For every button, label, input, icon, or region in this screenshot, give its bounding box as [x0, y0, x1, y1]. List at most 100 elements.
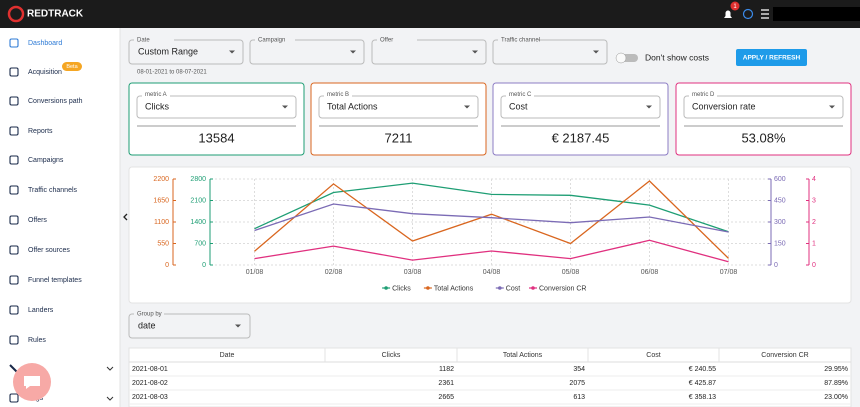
- dropdown-arrow: [593, 50, 599, 54]
- dropdown-arrow: [472, 50, 478, 54]
- nav-icon: [9, 393, 19, 403]
- dropdown-arrow: [350, 50, 356, 54]
- date-range: 08-01-2021 to 08-07-2021: [137, 70, 207, 76]
- nav-item[interactable]: Acquisition: [28, 69, 62, 76]
- expand-icon[interactable]: [106, 366, 114, 371]
- y-tick-label: 1100: [154, 219, 169, 226]
- select-box[interactable]: [128, 39, 244, 65]
- metric-label: metric D: [692, 92, 715, 98]
- nav-item[interactable]: Funnel templates: [28, 277, 82, 284]
- chart-card: [128, 166, 852, 304]
- dropdown-arrow: [282, 105, 288, 109]
- metric-select-value: Conversion rate: [692, 101, 756, 111]
- bell-icon[interactable]: [724, 10, 732, 18]
- table-cell: 2361: [438, 380, 454, 387]
- toggle-label: Don't show costs: [645, 52, 709, 62]
- label-bg: [506, 92, 534, 98]
- badge: [730, 1, 740, 11]
- metric-select[interactable]: [500, 95, 661, 119]
- table-cell: 1182: [439, 366, 454, 373]
- table-header: Total Actions: [503, 352, 543, 359]
- apply-button[interactable]: [736, 49, 807, 66]
- table: [128, 347, 852, 407]
- metric-label: metric C: [509, 92, 532, 98]
- help-icon[interactable]: [742, 8, 754, 20]
- select-box[interactable]: [249, 39, 365, 65]
- y-tick-label: 0: [202, 262, 206, 269]
- series-line: [254, 203, 729, 233]
- nav-item[interactable]: Offers: [28, 217, 47, 224]
- table-cell: 29.95%: [824, 366, 848, 373]
- label-bg: [142, 92, 170, 98]
- legend-label: Cost: [506, 285, 520, 292]
- y-tick-label: 450: [774, 197, 786, 204]
- series-line: [254, 182, 729, 233]
- metric-label: metric B: [327, 92, 349, 98]
- apply-text: APPLY / REFRESH: [743, 55, 801, 62]
- nav-item[interactable]: Traffic channels: [28, 187, 78, 194]
- groupby-label: Group by: [137, 312, 162, 318]
- table-header: Date: [220, 352, 235, 359]
- y-tick-label: 0: [812, 262, 816, 269]
- beta-text: Beta: [66, 64, 78, 70]
- y-tick-label: 1400: [190, 219, 206, 226]
- nav-icon: [9, 126, 19, 136]
- nav-item[interactable]: Dashboard: [28, 40, 62, 47]
- nav-icon: [9, 245, 19, 255]
- metric-select[interactable]: [318, 95, 479, 119]
- legend-dot: [384, 286, 388, 290]
- x-tick-label: 02/08: [325, 269, 343, 276]
- nav-item[interactable]: Landers: [28, 307, 54, 314]
- menu-icon[interactable]: [761, 9, 769, 19]
- nav-item[interactable]: Reports: [28, 128, 53, 135]
- y-tick-label: 300: [774, 219, 786, 226]
- nav-icon: [9, 335, 19, 345]
- legend-label: Conversion CR: [539, 285, 586, 292]
- nav-icon: [9, 155, 19, 165]
- nav-item[interactable]: Offer sources: [28, 247, 70, 254]
- chat-icon: [24, 376, 40, 389]
- dropdown-arrow: [646, 105, 652, 109]
- y-tick-label: 0: [165, 262, 169, 269]
- x-tick-label: 07/08: [720, 269, 738, 276]
- table-cell: 613: [573, 394, 585, 401]
- metric-value: € 2187.45: [552, 130, 610, 145]
- y-tick-label: 3: [812, 197, 816, 204]
- select-box[interactable]: [371, 39, 487, 65]
- table-cell: 87.89%: [824, 380, 848, 387]
- table-header: Conversion CR: [761, 352, 808, 359]
- collapse-icon[interactable]: [123, 213, 128, 221]
- metric-select[interactable]: [136, 95, 297, 119]
- select-box[interactable]: [492, 39, 608, 65]
- nav-item[interactable]: Rules: [28, 337, 46, 344]
- nav-item[interactable]: Conversions path: [28, 98, 83, 105]
- nav-item[interactable]: Campaigns: [28, 157, 64, 164]
- select-label: Date: [137, 38, 150, 44]
- table-cell: 2021-08-03: [132, 394, 168, 401]
- x-tick-label: 06/08: [641, 269, 659, 276]
- logo-icon: [7, 5, 25, 23]
- metric-value: 7211: [385, 130, 413, 145]
- metric-value: 13584: [198, 130, 234, 145]
- metric-select[interactable]: [683, 95, 844, 119]
- legend-dot: [531, 286, 535, 290]
- groupby-select[interactable]: [128, 313, 251, 339]
- dropdown-arrow: [235, 324, 241, 328]
- expand-icon[interactable]: [106, 396, 114, 401]
- legend-label: Total Actions: [434, 285, 474, 292]
- legend-dot: [426, 286, 430, 290]
- select-label: Campaign: [258, 38, 285, 44]
- y-tick-label: 0: [774, 262, 778, 269]
- label-bg: [377, 37, 417, 43]
- y-tick-label: 150: [774, 240, 786, 247]
- table-cell: 2021-08-02: [132, 380, 168, 387]
- metric-select-value: Total Actions: [327, 101, 378, 111]
- y-tick-label: 2100: [190, 197, 206, 204]
- y-tick-label: 2800: [190, 176, 206, 183]
- dropdown-arrow: [829, 105, 835, 109]
- beta-badge: [62, 62, 82, 71]
- table-header: Cost: [646, 352, 660, 359]
- toggle-knob: [615, 52, 627, 64]
- label-bg: [134, 311, 164, 317]
